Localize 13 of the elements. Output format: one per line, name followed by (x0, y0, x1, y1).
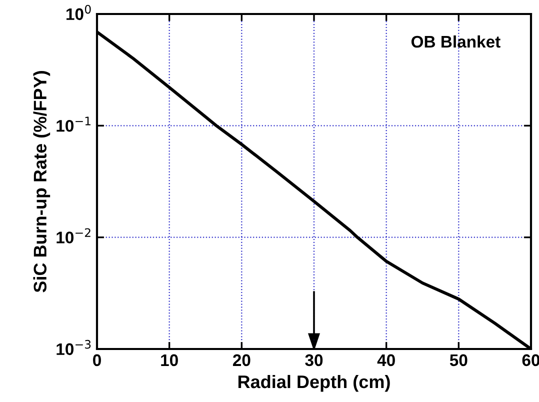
y-tick-label: 10$^{0}$ (66, 4, 91, 20)
x-tick-label: 10 (161, 354, 178, 366)
x-tick-label: 50 (450, 354, 468, 366)
y-tick-label: 10$^{−2}$ (56, 228, 90, 244)
annotation: OB Blanket (411, 35, 500, 48)
x-tick-label: 0 (93, 354, 101, 366)
x-tick-label: 20 (232, 354, 250, 366)
y-axis-title: SiC Burn-up Rate (%/FPY) (33, 71, 50, 292)
x-axis-title: Radial Depth (cm) (238, 374, 390, 392)
x-tick-label: 30 (305, 354, 323, 366)
y-tick-label: 10$^{−1}$ (56, 116, 90, 132)
y-tick-label: 10$^{−3}$ (56, 340, 91, 356)
x-tick-label: 40 (377, 354, 395, 366)
